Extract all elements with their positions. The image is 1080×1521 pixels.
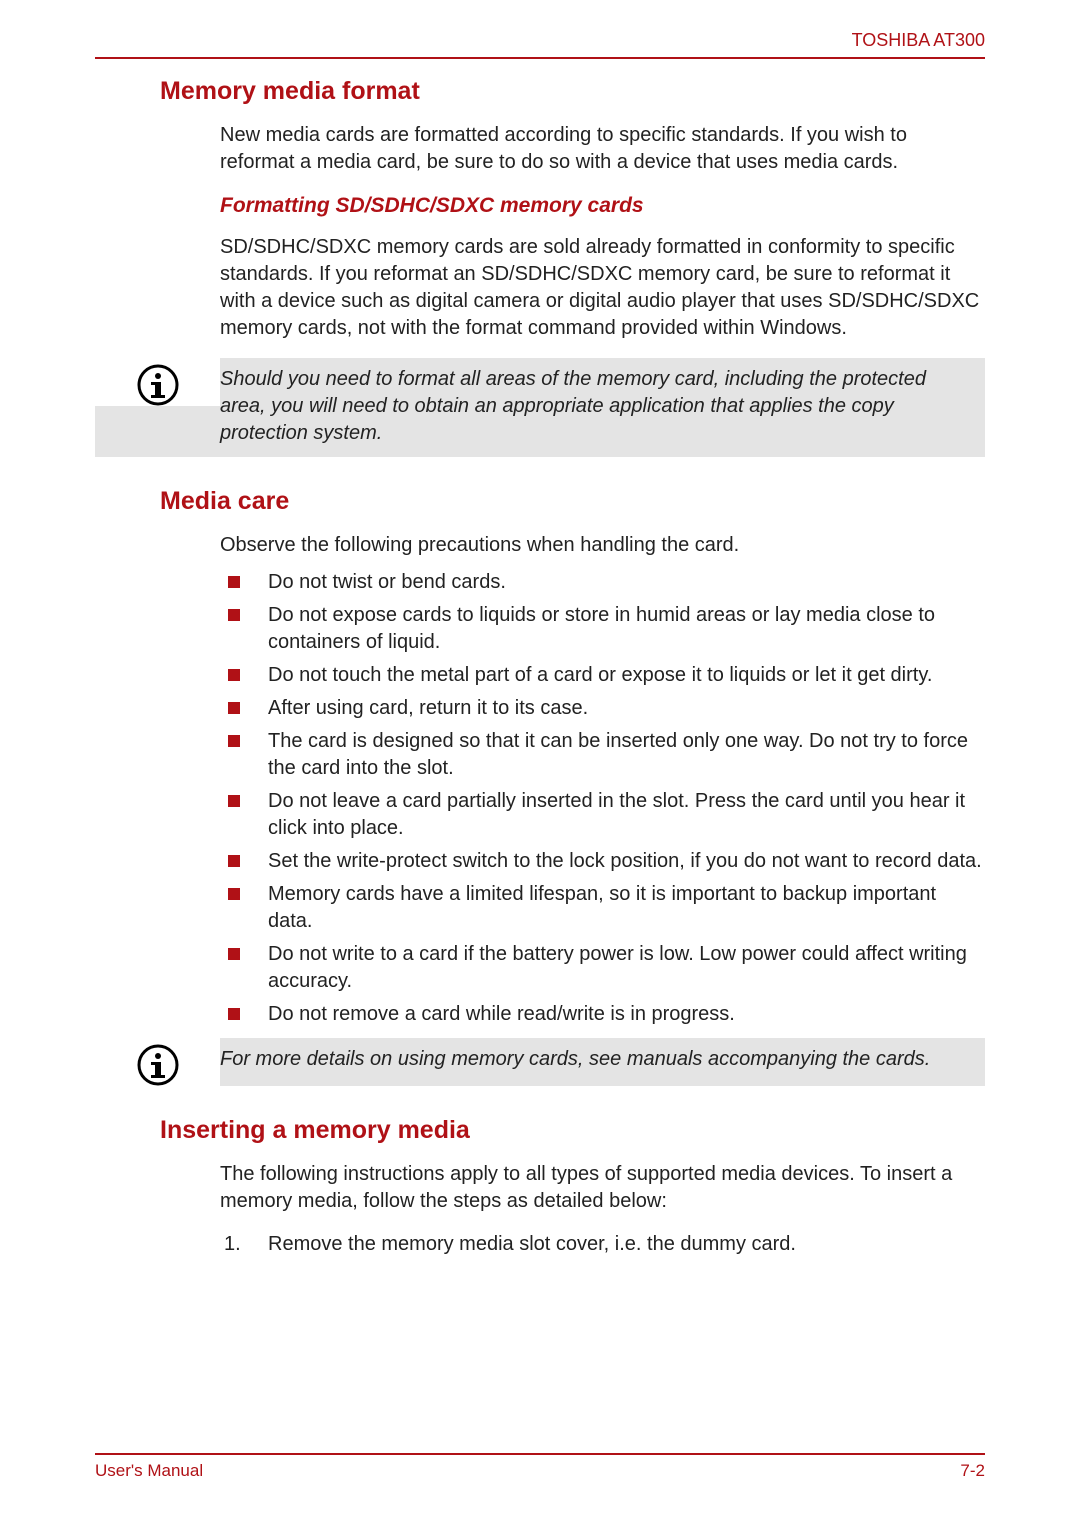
insert-steps: 1. Remove the memory media slot cover, i… (220, 1231, 985, 1258)
list-item: Do not write to a card if the battery po… (220, 941, 985, 995)
para-s2-intro: Observe the following precautions when h… (220, 532, 985, 559)
header-product: TOSHIBA AT300 (95, 30, 985, 57)
heading-inserting: Inserting a memory media (160, 1116, 985, 1145)
info-icon (137, 1044, 179, 1086)
footer-right: 7-2 (960, 1461, 985, 1481)
list-item: Do not twist or bend cards. (220, 569, 985, 596)
info-note-2: For more details on using memory cards, … (95, 1038, 985, 1086)
list-item: Do not remove a card while read/write is… (220, 1001, 985, 1028)
info-icon (137, 364, 179, 406)
para-s1: New media cards are formatted according … (220, 122, 985, 176)
media-care-list: Do not twist or bend cards. Do not expos… (220, 569, 985, 1028)
step-number: 1. (224, 1231, 241, 1258)
top-rule (95, 57, 985, 59)
info-icon-col (95, 358, 220, 406)
heading-memory-media-format: Memory media format (160, 77, 985, 106)
info-icon-col (95, 1038, 220, 1086)
list-item: Do not leave a card partially inserted i… (220, 788, 985, 842)
list-item: After using card, return it to its case. (220, 695, 985, 722)
step-text: Remove the memory media slot cover, i.e.… (268, 1233, 796, 1255)
footer-left: User's Manual (95, 1461, 203, 1481)
bottom-rule (95, 1453, 985, 1455)
info-note-1-text: Should you need to format all areas of t… (220, 358, 985, 457)
list-item: Set the write-protect switch to the lock… (220, 848, 985, 875)
para-s1-sub: SD/SDHC/SDXC memory cards are sold alrea… (220, 234, 985, 342)
list-item: Memory cards have a limited lifespan, so… (220, 881, 985, 935)
para-s3-intro: The following instructions apply to all … (220, 1161, 985, 1215)
manual-page: TOSHIBA AT300 Memory media format New me… (0, 0, 1080, 1521)
info-note-1: Should you need to format all areas of t… (95, 358, 985, 457)
list-item: Do not touch the metal part of a card or… (220, 662, 985, 689)
heading-media-care: Media care (160, 487, 985, 516)
step-item: 1. Remove the memory media slot cover, i… (220, 1231, 985, 1258)
info-note-2-text: For more details on using memory cards, … (220, 1038, 985, 1083)
list-item: Do not expose cards to liquids or store … (220, 602, 985, 656)
list-item: The card is designed so that it can be i… (220, 728, 985, 782)
subheading-formatting: Formatting SD/SDHC/SDXC memory cards (220, 192, 985, 220)
page-footer: User's Manual 7-2 (95, 1453, 985, 1481)
